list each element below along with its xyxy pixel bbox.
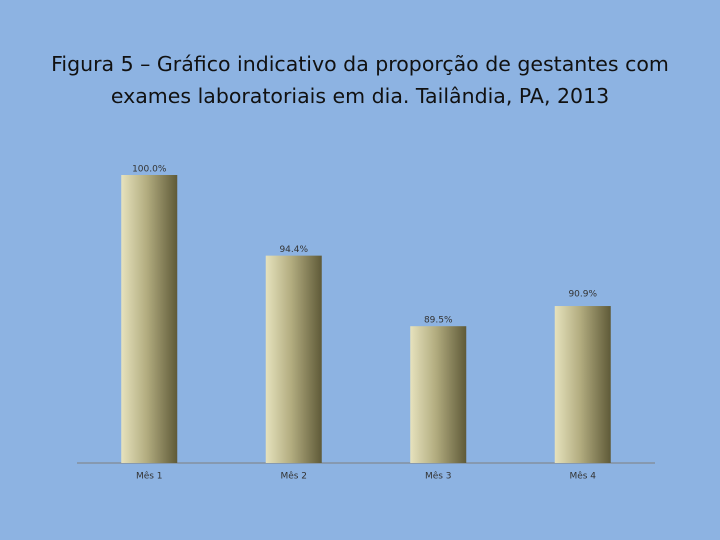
chart-title: Figura 5 – Gráfico indicativo da proporç… (51, 52, 669, 108)
bar (410, 326, 467, 463)
x-tick-label: Mês 3 (425, 471, 452, 482)
data-label: 94.4% (279, 245, 308, 255)
x-tick-label: Mês 4 (569, 471, 596, 482)
x-tick-label: Mês 2 (280, 471, 307, 482)
bar (265, 255, 322, 463)
data-label: 100.0% (132, 165, 167, 175)
data-label: 89.5% (424, 316, 453, 326)
bar (554, 306, 611, 463)
x-tick-label: Mês 1 (136, 471, 163, 482)
data-label: 90.9% (568, 290, 597, 300)
bar (121, 175, 178, 463)
